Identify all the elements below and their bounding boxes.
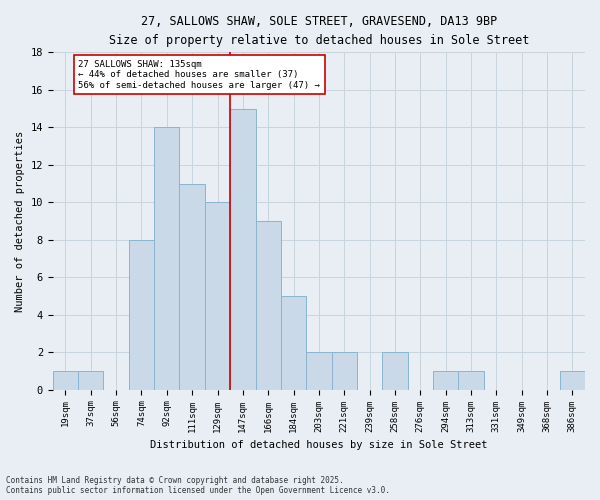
Bar xyxy=(306,352,332,390)
Bar xyxy=(78,371,103,390)
Y-axis label: Number of detached properties: Number of detached properties xyxy=(15,130,25,312)
Bar xyxy=(205,202,230,390)
Bar xyxy=(281,296,306,390)
Title: 27, SALLOWS SHAW, SOLE STREET, GRAVESEND, DA13 9BP
Size of property relative to : 27, SALLOWS SHAW, SOLE STREET, GRAVESEND… xyxy=(109,15,529,47)
Bar xyxy=(560,371,585,390)
Bar xyxy=(129,240,154,390)
Bar xyxy=(332,352,357,390)
X-axis label: Distribution of detached houses by size in Sole Street: Distribution of detached houses by size … xyxy=(150,440,488,450)
Bar xyxy=(382,352,407,390)
Bar xyxy=(458,371,484,390)
Bar xyxy=(256,221,281,390)
Bar xyxy=(53,371,78,390)
Text: Contains HM Land Registry data © Crown copyright and database right 2025.
Contai: Contains HM Land Registry data © Crown c… xyxy=(6,476,390,495)
Bar xyxy=(230,108,256,390)
Bar xyxy=(179,184,205,390)
Bar xyxy=(154,128,179,390)
Text: 27 SALLOWS SHAW: 135sqm
← 44% of detached houses are smaller (37)
56% of semi-de: 27 SALLOWS SHAW: 135sqm ← 44% of detache… xyxy=(78,60,320,90)
Bar xyxy=(433,371,458,390)
